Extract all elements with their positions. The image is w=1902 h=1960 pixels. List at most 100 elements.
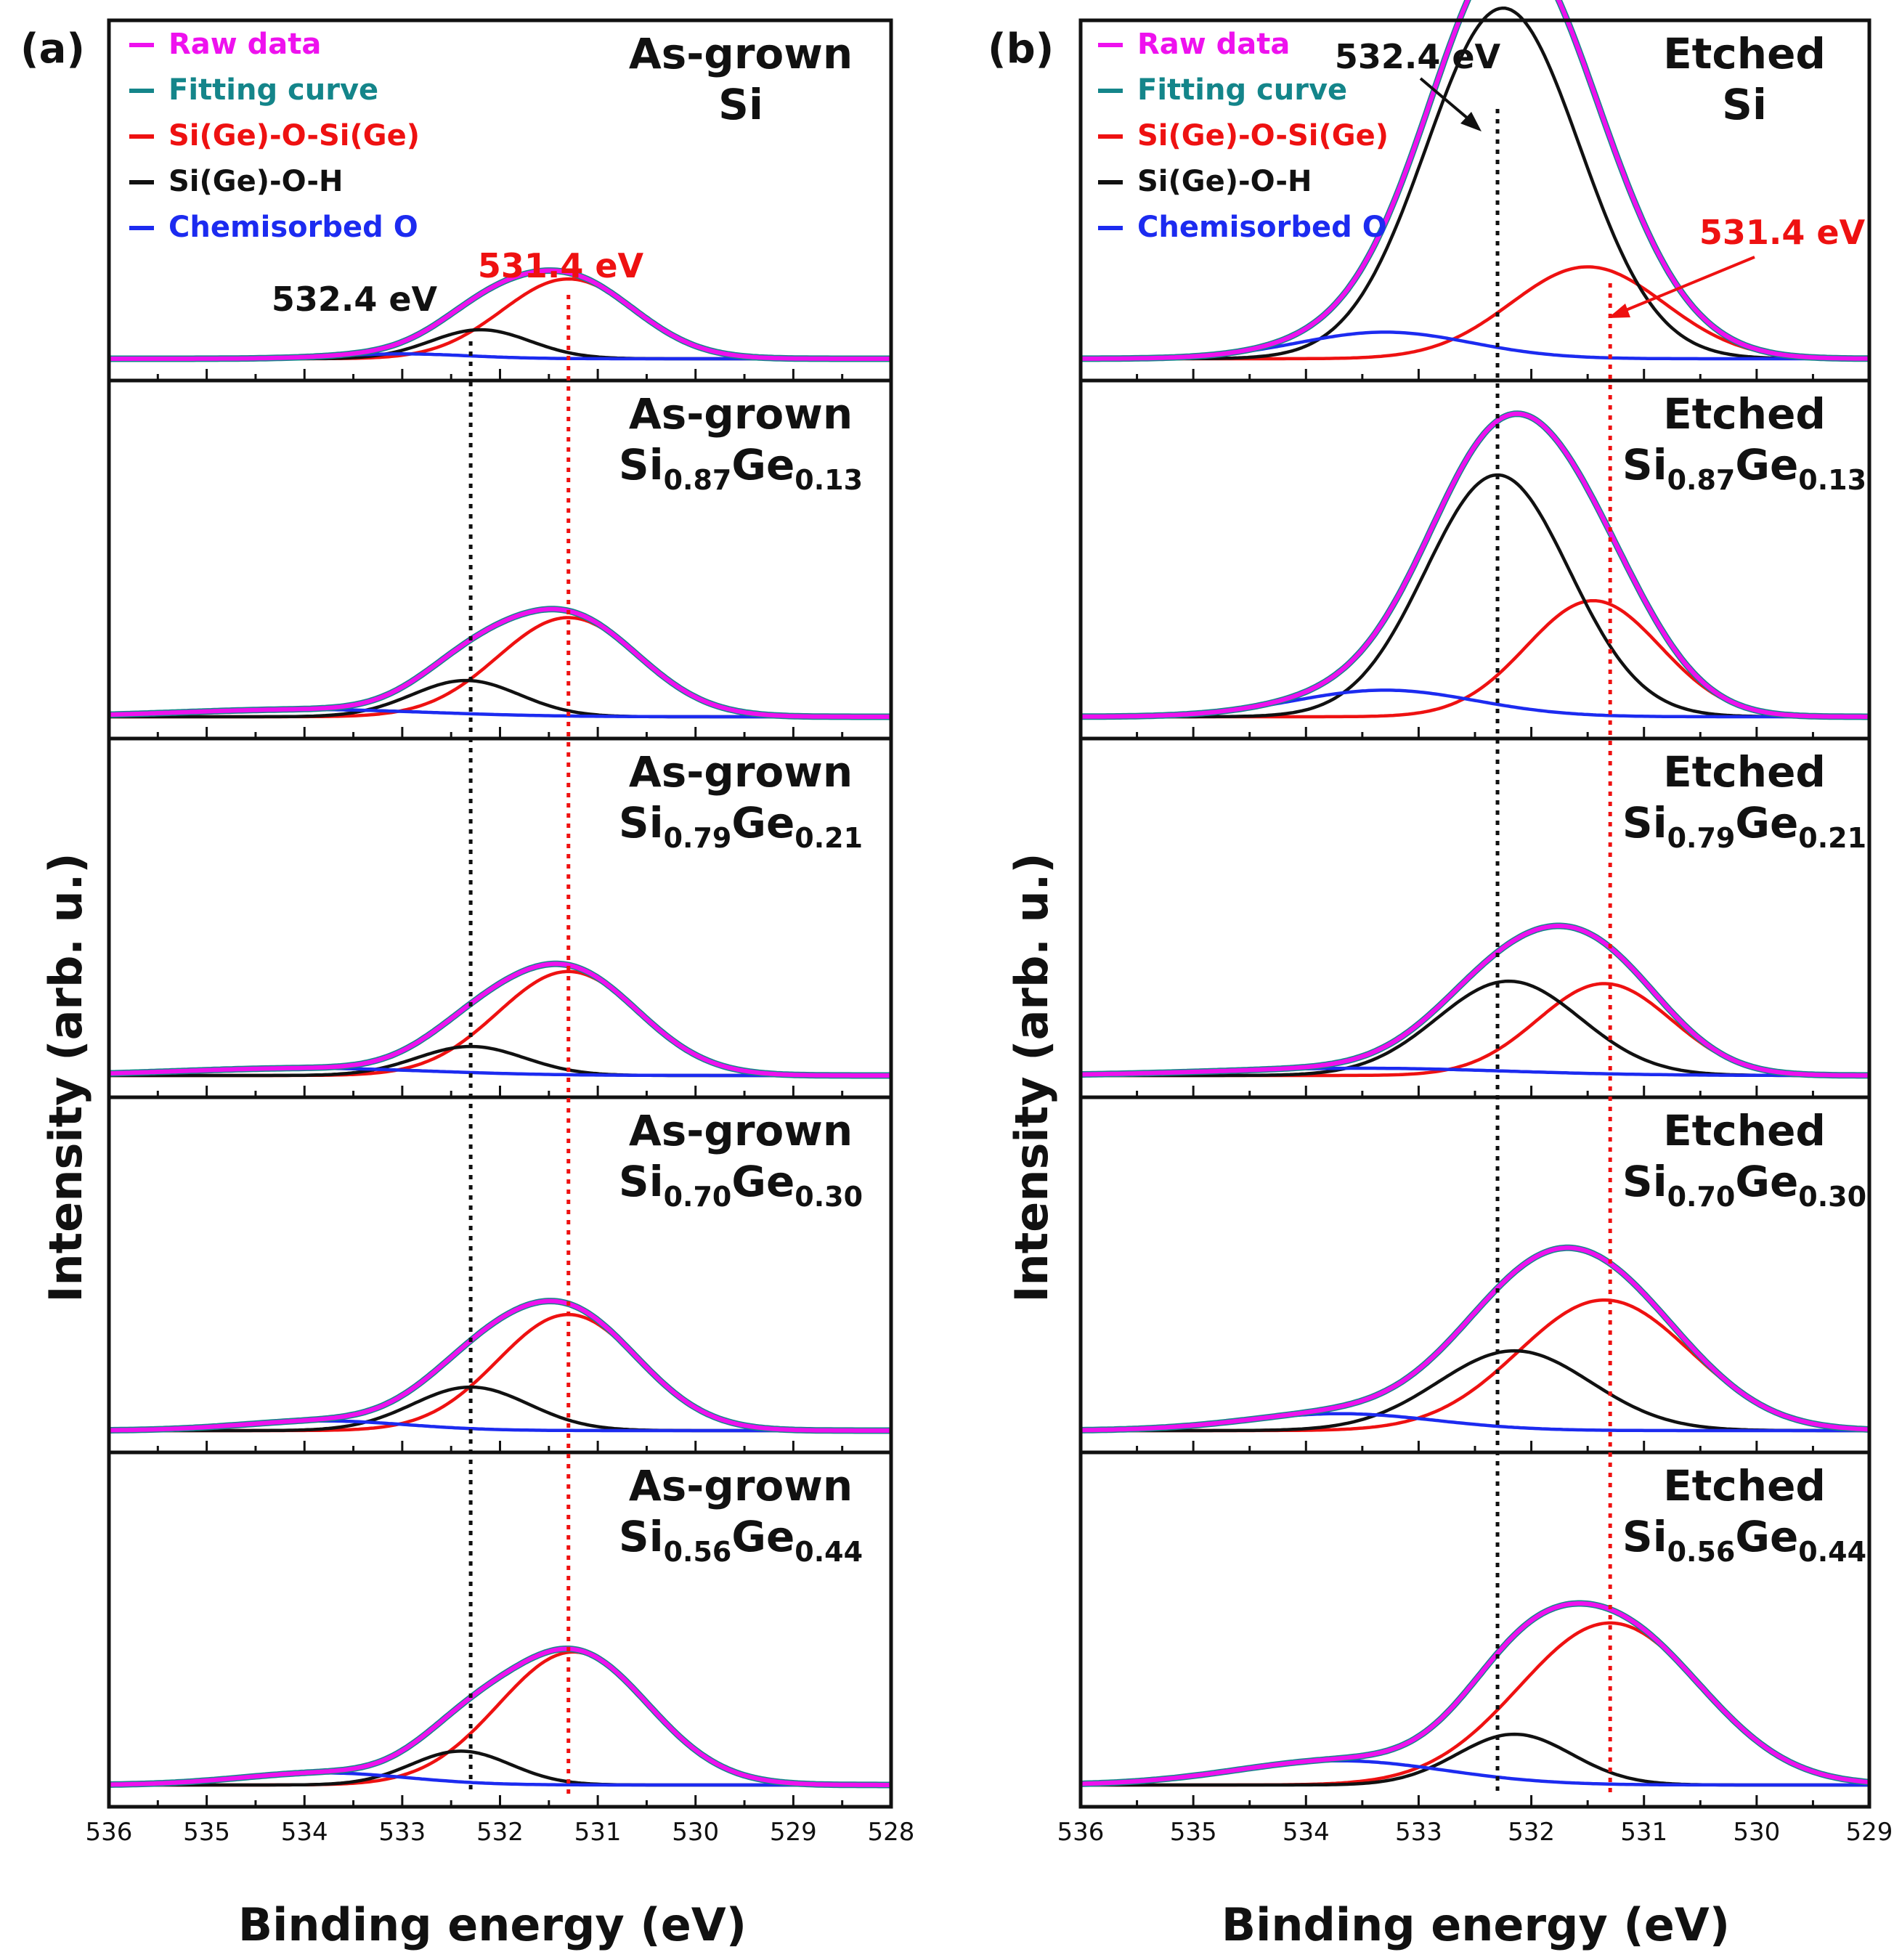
panel-a-x-tick-label: 531 (574, 1818, 622, 1847)
panel-b-legend-label-fitting-curve: Fitting curve (1137, 73, 1347, 107)
panel-a-subplot-2-title: As-grown (629, 389, 853, 439)
panel-b-xlabel: Binding energy (eV) (1222, 1898, 1730, 1951)
panel-a-x-tick-label: 533 (378, 1818, 426, 1847)
panel-a-legend-label-si-ge-o-h: Si(Ge)-O-H (168, 165, 343, 198)
panel-b-label: (b) (988, 25, 1054, 73)
panel-a-subplot-5-raw-data-curve (109, 1646, 891, 1787)
panel-b-subplot-1-raw-data-curve (1081, 0, 1869, 361)
composition-element: Ge (731, 440, 794, 489)
composition-subscript: 0.30 (1798, 1181, 1866, 1213)
composition-subscript: 0.56 (1667, 1536, 1736, 1568)
composition-subscript: 0.79 (664, 822, 732, 854)
panel-a: (a) Intensity (arb. u.) Binding energy (… (20, 18, 914, 1951)
panel-b-curves (1080, 0, 1870, 1787)
panel-b-titles: EtchedSiEtchedSi0.87Ge0.13EtchedSi0.79Ge… (1622, 29, 1866, 1568)
panel-a-subplot-1-si-ge-o-h-curve (109, 328, 891, 361)
panel-b-subplot-4-si-ge-o-si-ge-curve (1081, 1298, 1870, 1433)
panel-a-annotation-532: 532.4 eV (272, 280, 438, 319)
panel-a-label: (a) (20, 25, 85, 73)
panel-b-annotation-532: 532.4 eV (1335, 37, 1501, 76)
panel-b-ylabel: Intensity (arb. u.) (1005, 853, 1058, 1302)
composition-subscript: 0.21 (794, 822, 863, 854)
panel-a-subplot-1-si-ge-o-si-ge-curve (109, 277, 891, 361)
composition-subscript: 0.13 (794, 464, 863, 496)
composition-element: Si (619, 1512, 664, 1561)
panel-a-x-tick-label: 536 (86, 1818, 133, 1847)
panel-b-subplot-2-composition: Si0.87Ge0.13 (1622, 440, 1866, 496)
composition-element: Ge (731, 798, 794, 847)
panel-b-subplot-1-title: Etched (1663, 29, 1826, 78)
panel-b-annotation-531: 531.4 eV (1699, 213, 1866, 252)
composition-element: Si (619, 798, 664, 847)
panel-b-subplot-4-title: Etched (1663, 1106, 1826, 1155)
panel-a-subplot-4-composition: Si0.70Ge0.30 (619, 1157, 863, 1213)
panel-b-subplot-5-si-ge-o-si-ge-curve (1081, 1621, 1870, 1787)
panel-b-x-tick-label: 533 (1395, 1818, 1442, 1847)
panel-a-subplot-2-raw-data-curve (108, 606, 891, 719)
panel-a-subplot-5-si-ge-o-si-ge-curve (109, 1650, 891, 1787)
panel-b-x-tick-label: 529 (1846, 1818, 1893, 1847)
panel-b-x-tick-label: 536 (1057, 1818, 1105, 1847)
panel-b-subplot-3-fitting-curve (1081, 922, 1869, 1079)
panel-a-subplot-1-raw-data-curve (109, 268, 891, 361)
panel-a-x-tick-label: 534 (281, 1818, 328, 1847)
panel-a-subplot-2-composition: Si0.87Ge0.13 (619, 440, 863, 496)
panel-a-subplot-5-fitting-curve (109, 1646, 891, 1789)
panel-b-subplot-2-raw-data-curve (1080, 411, 1869, 719)
composition-subscript: 0.87 (1667, 464, 1736, 496)
panel-a-subplot-4-raw-data-curve (109, 1298, 891, 1433)
panel-a-subplot-5-title: As-grown (629, 1461, 853, 1510)
panel-a-subplot-3-title: As-grown (629, 747, 853, 797)
panel-a-legend: Raw data Fitting curve Si(Ge)-O-Si(Ge) Si(G… (129, 28, 420, 244)
composition-element: Si (1622, 1157, 1667, 1206)
panel-a-subplot-3-raw-data-curve (108, 961, 891, 1078)
panel-b-legend-label-chemisorbed-o: Chemisorbed O (1137, 211, 1387, 244)
composition-subscript: 0.13 (1798, 464, 1866, 496)
panel-b-subplot-5-raw-data-curve (1080, 1601, 1870, 1786)
panel-b-x-tick-label: 535 (1170, 1818, 1217, 1847)
panel-a-subplot-2-si-ge-o-si-ge-curve (109, 616, 891, 719)
panel-a-titles: As-grownSiAs-grownSi0.87Ge0.13As-grownSi… (619, 29, 863, 1568)
composition-subscript: 0.56 (664, 1536, 732, 1568)
panel-b-legend-label-si-ge-o-si-ge: Si(Ge)-O-Si(Ge) (1137, 119, 1389, 153)
composition-element: Si (718, 80, 763, 129)
panel-a-subplot-4-si-ge-o-si-ge-curve (109, 1312, 891, 1433)
panel-b-legend-label-raw-data: Raw data (1137, 28, 1290, 61)
panel-b-subplot-2-title: Etched (1663, 389, 1826, 439)
composition-subscript: 0.30 (794, 1181, 863, 1213)
panel-b: (b) Intensity (arb. u.) Binding energy (… (988, 0, 1893, 1951)
panel-b-subplot-5-composition: Si0.56Ge0.44 (1622, 1512, 1866, 1568)
panel-a-legend-label-raw-data: Raw data (168, 28, 321, 61)
composition-element: Si (1622, 798, 1667, 847)
panel-b-subplot-4-composition: Si0.70Ge0.30 (1622, 1157, 1866, 1213)
composition-element: Si (1722, 80, 1767, 129)
panel-b-subplot-1-si-ge-o-h-curve (1081, 6, 1869, 361)
panel-a-curves (108, 267, 891, 1789)
panel-b-arrowhead-531 (1608, 304, 1630, 318)
composition-element: Si (1622, 1512, 1667, 1561)
composition-subscript: 0.70 (1667, 1181, 1736, 1213)
panel-a-subplot-1-composition: Si (718, 80, 763, 129)
composition-element: Ge (731, 1157, 794, 1206)
panel-a-subplot-4-title: As-grown (629, 1106, 853, 1155)
panel-b-ticks: 536 535 534 533 532 531 530 529 (1057, 369, 1893, 1847)
panel-b-arrow-531 (1613, 256, 1755, 317)
panel-a-x-tick-label: 532 (476, 1818, 524, 1847)
panel-a-ylabel: Intensity (arb. u.) (39, 853, 92, 1302)
panel-a-legend-label-si-ge-o-si-ge: Si(Ge)-O-Si(Ge) (168, 119, 420, 153)
panel-b-subplot-3-si-ge-o-si-ge-curve (1081, 982, 1869, 1078)
panel-b-subplot-4-raw-data-curve (1081, 1245, 1870, 1433)
panel-a-x-tick-label: 530 (672, 1818, 719, 1847)
panel-a-subplot-3-fitting-curve (108, 960, 891, 1079)
panel-a-legend-label-chemisorbed-o: Chemisorbed O (168, 211, 418, 244)
composition-subscript: 0.70 (664, 1181, 732, 1213)
composition-element: Ge (1735, 1157, 1798, 1206)
panel-b-subplot-3-title: Etched (1663, 747, 1826, 797)
panel-b-x-tick-label: 530 (1733, 1818, 1780, 1847)
panel-b-x-tick-label: 534 (1283, 1818, 1330, 1847)
panel-a-ticks: 536 535 534 533 532 531 530 529 528 (86, 369, 914, 1847)
panel-b-x-tick-label: 532 (1508, 1818, 1555, 1847)
composition-element: Ge (1735, 798, 1798, 847)
panel-b-subplot-2-si-ge-o-h-curve (1081, 473, 1869, 719)
